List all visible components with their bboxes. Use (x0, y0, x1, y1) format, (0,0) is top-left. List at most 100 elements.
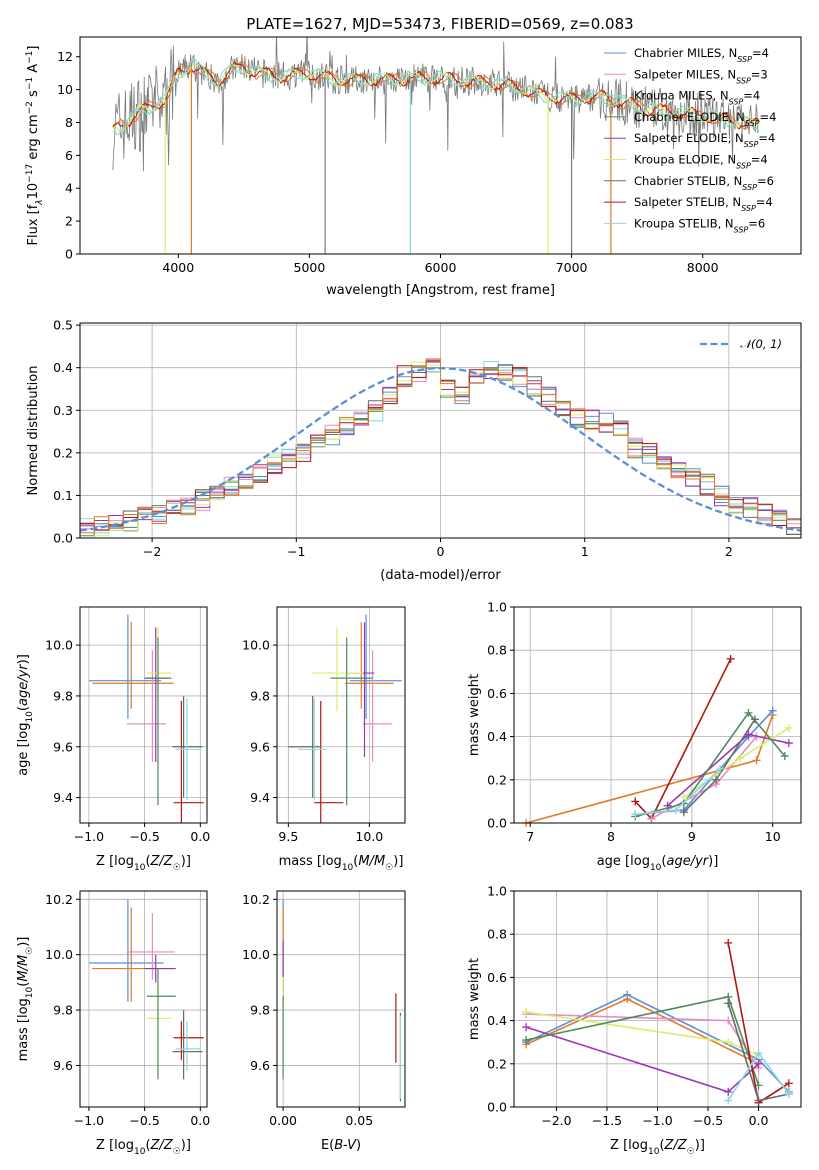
model-spectrum-line (112, 61, 760, 130)
mass-weight-line (525, 993, 790, 1093)
y-tick-label: 9.8 (53, 688, 73, 703)
mass-weight-marker (726, 654, 735, 663)
y-tick-label: 9.4 (250, 790, 270, 805)
mass-weight-vs-age-panel: 7 8 9 10 0.0 0.2 0.4 0.6 0.8 1.0 age [log10(age/yr… (467, 600, 802, 873)
legend-entry: Kroupa STELIB, NSSP=6 (634, 216, 765, 234)
legend-entry: Chabrier MILES, NSSP=4 (634, 46, 769, 64)
y-tick-label: 10.0 (45, 638, 73, 653)
mass-weight-marker (623, 995, 632, 1003)
x-tick-label: −0.5 (129, 1113, 159, 1128)
x-tick-label: 0 (437, 544, 445, 559)
mass-weight-marker (736, 754, 745, 763)
x-axis-label: E(B-V) (321, 1138, 361, 1153)
x-axis-label: Z [log10(Z/Z☉)] (96, 1138, 191, 1157)
mass-weight-line (683, 727, 790, 798)
x-tick-label: 2 (725, 544, 733, 559)
model-spectrum-line (112, 58, 760, 136)
y-axis-label: age [log10(age/yr)] (16, 654, 35, 776)
y-tick-label: 9.8 (250, 688, 270, 703)
mass-weight-line (634, 658, 732, 821)
y-tick-label: 12 (57, 49, 73, 64)
x-tick-label: 8 (607, 829, 615, 844)
x-tick-label: −1.0 (642, 1113, 672, 1128)
mass-weight-marker (744, 708, 753, 717)
mass-weight-marker (754, 1049, 763, 1057)
x-tick-label: 0.00 (269, 1113, 297, 1128)
x-tick-label: 9.5 (278, 829, 298, 844)
mass-weight-marker (724, 1016, 733, 1025)
mass-weight-marker (750, 715, 759, 724)
mass-weight-marker (631, 797, 640, 806)
mass-weight-marker (679, 808, 688, 817)
y-tick-label: 0.0 (487, 1100, 507, 1115)
y-tick-label: 10.0 (45, 947, 73, 962)
y-tick-label: 10.0 (242, 638, 270, 653)
mass-weight-marker (647, 814, 656, 823)
x-tick-label: 8000 (687, 260, 719, 275)
x-tick-label: −0.5 (693, 1113, 723, 1128)
mass-weight-marker (712, 775, 721, 784)
y-tick-label: 9.6 (250, 739, 270, 754)
y-tick-label: 0.8 (487, 927, 507, 942)
y-tick-label: 0.4 (487, 1013, 507, 1028)
x-tick-label: 10 (765, 829, 781, 844)
mass-weight-line (635, 711, 786, 818)
x-tick-label: −1.0 (74, 829, 104, 844)
y-tick-label: 10 (57, 82, 73, 97)
mass-weight-line (635, 768, 721, 816)
mass-weight-marker (724, 1038, 733, 1047)
legend-entry: Chabrier ELODIE, NSSP=4 (634, 110, 776, 128)
x-tick-label: −0.5 (129, 829, 159, 844)
x-tick-label: −1.0 (74, 1113, 104, 1128)
mass-weight-marker (784, 1090, 793, 1099)
y-tick-label: 6 (65, 148, 73, 163)
age-vs-metallicity-panel: −1.0 −0.5 0.0 9.4 9.6 9.8 10.0 Z [log10(Z/Z☉)] a… (16, 606, 210, 873)
legend-entry: 𝒩(0, 1) (740, 337, 782, 351)
y-tick-label: 0.6 (487, 970, 507, 985)
mass-weight-marker (724, 999, 733, 1008)
y-tick-label: 0.5 (53, 318, 73, 333)
x-tick-label: 7000 (556, 260, 588, 275)
y-axis-label: Flux [fλ10−17 erg cm−2 s−1 A−1] (25, 46, 45, 246)
x-tick-label: 9 (688, 829, 696, 844)
figure-title: PLATE=1627, MJD=53473, FIBERID=0569, z=0… (246, 15, 633, 33)
legend-entry: Salpeter MILES, NSSP=3 (634, 67, 768, 85)
y-tick-label: 0.2 (53, 445, 73, 460)
mass-weight-marker (784, 723, 793, 732)
axes-frame (513, 606, 802, 824)
x-tick-label: −1 (287, 544, 305, 559)
y-tick-label: 4 (65, 181, 73, 196)
legend-entry: Kroupa MILES, NSSP=4 (634, 89, 760, 107)
residual-histogram (80, 358, 801, 534)
y-tick-label: 0 (65, 247, 73, 262)
legend-entry: Salpeter ELODIE, NSSP=4 (634, 131, 775, 149)
y-tick-label: 9.8 (53, 1003, 73, 1018)
mass-weight-marker (752, 756, 761, 765)
y-tick-label: 0.0 (53, 531, 73, 546)
legend-entry: Salpeter STELIB, NSSP=4 (634, 195, 773, 213)
x-tick-label: 10.0 (355, 829, 383, 844)
y-tick-label: 9.4 (53, 790, 73, 805)
mass-weight-marker (522, 1023, 531, 1032)
mass-weight-marker (780, 752, 789, 761)
model-spectrum-line (112, 61, 760, 132)
y-tick-label: 9.8 (250, 1003, 270, 1018)
normal-curve (80, 367, 801, 532)
y-tick-label: 1.0 (487, 600, 507, 615)
legend-entry: Chabrier STELIB, NSSP=6 (634, 174, 774, 192)
spectrum-panel: 4000 5000 6000 7000 8000 0 2 4 6 8 10 12 Chabrier MI… (25, 36, 802, 298)
x-axis-label: (data-model)/error (380, 568, 501, 583)
axes-frame (276, 890, 406, 1108)
mass-vs-metallicity-panel: −1.0 −0.5 0.0 9.6 9.8 10.0 10.2 Z [log10(Z/Z☉)]… (16, 890, 210, 1157)
x-axis-label: age [log10(age/yr)] (597, 854, 719, 873)
mass-weight-marker (768, 706, 777, 715)
mass-weight-vs-metallicity-panel: −2.0 −1.5 −1.0 −0.5 0.0 0.0 0.2 0.4 0.6 0.8 1.0 Z [… (467, 884, 802, 1157)
axes-frame (513, 890, 802, 1108)
x-tick-label: 0.0 (190, 829, 210, 844)
x-tick-label: 1 (581, 544, 589, 559)
y-tick-label: 0.3 (53, 403, 73, 418)
x-tick-label: 6000 (425, 260, 457, 275)
age-vs-mass-panel: 9.5 10.0 9.4 9.6 9.8 10.0 mass [log10(M/M☉)] (242, 606, 406, 873)
x-axis-label: Z [log10(Z/Z☉)] (610, 1138, 705, 1157)
axes-frame (276, 606, 406, 824)
